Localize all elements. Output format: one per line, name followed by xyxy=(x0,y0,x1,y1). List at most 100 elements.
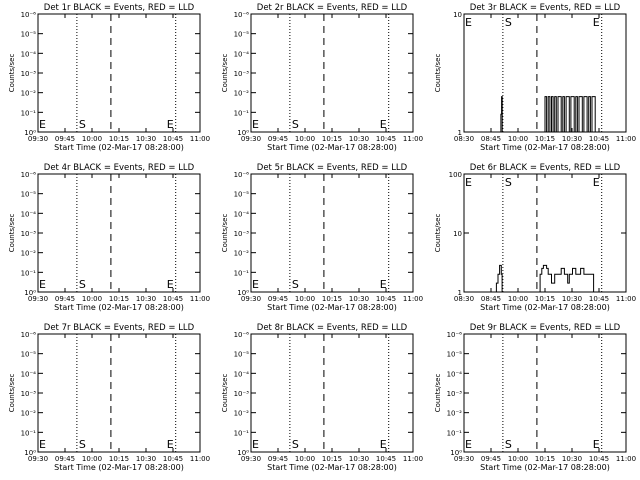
y-tick-label: 10⁻³ xyxy=(21,70,37,78)
y-tick-label: 10⁻² xyxy=(21,410,37,418)
x-tick-label: 09:30 xyxy=(241,295,261,303)
x-axis-title: Start Time (02-Mar-17 08:28:00) xyxy=(54,463,184,472)
y-tick-label: 10⁻¹ xyxy=(447,429,463,437)
x-tick-label: 10:45 xyxy=(589,455,609,463)
end-marker: E xyxy=(380,438,387,451)
left-end-marker: E xyxy=(252,118,259,131)
x-tick-label: 09:30 xyxy=(28,295,48,303)
x-tick-label: 09:30 xyxy=(241,135,261,143)
start-marker: S xyxy=(79,278,86,291)
panel-title: Det 2r BLACK = Events, RED = LLD xyxy=(257,3,408,13)
y-tick-label: 10⁻² xyxy=(447,410,463,418)
y-tick-label: 10⁻⁵ xyxy=(21,351,37,359)
y-tick-label: 10⁰ xyxy=(450,449,462,457)
y-tick-label: 10⁰ xyxy=(24,129,36,137)
y-tick-label: 100 xyxy=(449,171,462,179)
x-axis-title: Start Time (02-Mar-17 08:28:00) xyxy=(267,463,397,472)
panel-det-8r: Det 8r BLACK = Events, RED = LLD 10⁰ 10⁻¹ 1… xyxy=(221,323,423,472)
x-tick-label: 10:45 xyxy=(163,455,183,463)
plot-frame xyxy=(37,333,201,453)
x-tick-label: 10:00 xyxy=(82,295,102,303)
left-end-marker: E xyxy=(465,176,472,189)
x-tick-label: 10:30 xyxy=(349,455,369,463)
x-tick-label: 10:45 xyxy=(376,455,396,463)
y-tick-label: 10⁻⁶ xyxy=(447,331,463,339)
end-marker: E xyxy=(167,438,174,451)
y-tick-label: 10 xyxy=(453,230,462,238)
x-tick-label: 09:30 xyxy=(28,455,48,463)
x-tick-label: 08:30 xyxy=(454,295,474,303)
panel-det-2r: Det 2r BLACK = Events, RED = LLD 10⁰ 10⁻¹ 1… xyxy=(221,3,423,152)
y-tick-label: 10⁻³ xyxy=(21,230,37,238)
end-marker: E xyxy=(380,118,387,131)
x-axis-title: Start Time (02-Mar-17 08:28:00) xyxy=(267,303,397,312)
x-tick-label: 10:00 xyxy=(508,135,528,143)
x-tick-label: 09:30 xyxy=(454,455,474,463)
plot-frame xyxy=(250,173,414,293)
y-tick-label: 10⁻¹ xyxy=(21,269,37,277)
y-tick-label: 10⁰ xyxy=(237,289,249,297)
x-tick-label: 09:45 xyxy=(55,455,75,463)
y-tick-label: 10⁰ xyxy=(24,449,36,457)
x-tick-label: 10:30 xyxy=(562,455,582,463)
x-tick-label: 11:00 xyxy=(616,135,636,143)
y-tick-label: 10⁻³ xyxy=(447,390,463,398)
y-tick-label: 10⁻⁶ xyxy=(234,331,250,339)
x-tick-label: 08:45 xyxy=(481,135,501,143)
y-tick-label: 10⁻¹ xyxy=(234,109,250,117)
x-tick-label: 10:15 xyxy=(322,455,342,463)
y-tick-label: 10⁻³ xyxy=(234,70,250,78)
start-marker: S xyxy=(292,438,299,451)
y-tick-label: 10⁻⁶ xyxy=(21,331,37,339)
end-marker: E xyxy=(593,438,600,451)
events-series-line xyxy=(464,264,626,293)
panel-det-7r: Det 7r BLACK = Events, RED = LLD 10⁰ 10⁻¹ 1… xyxy=(8,323,210,472)
x-tick-label: 11:00 xyxy=(403,455,423,463)
x-tick-label: 11:00 xyxy=(403,295,423,303)
x-axis-title: Start Time (02-Mar-17 08:28:00) xyxy=(54,303,184,312)
y-tick-label: 10⁻¹ xyxy=(234,429,250,437)
y-axis-title: Counts/sec xyxy=(8,374,16,413)
x-tick-label: 10:30 xyxy=(136,455,156,463)
y-tick-label: 10 xyxy=(453,11,462,19)
x-tick-label: 09:45 xyxy=(268,135,288,143)
x-tick-label: 09:45 xyxy=(481,455,501,463)
x-tick-label: 10:15 xyxy=(535,135,555,143)
x-axis-title: Start Time (02-Mar-17 08:28:00) xyxy=(54,143,184,152)
x-tick-label: 10:15 xyxy=(322,295,342,303)
left-end-marker: E xyxy=(39,118,46,131)
plot-frame xyxy=(37,173,201,293)
left-end-marker: E xyxy=(39,278,46,291)
y-tick-label: 10⁻⁴ xyxy=(21,50,37,58)
y-tick-label: 10⁻⁵ xyxy=(234,31,250,39)
x-tick-label: 10:15 xyxy=(109,295,129,303)
x-tick-label: 10:00 xyxy=(295,295,315,303)
panel-det-1r: Det 1r BLACK = Events, RED = LLD 10⁰ 10⁻¹ 1… xyxy=(8,3,210,152)
plot-frame xyxy=(37,13,201,133)
y-tick-label: 10⁻⁶ xyxy=(21,11,37,19)
x-tick-label: 10:15 xyxy=(535,455,555,463)
y-tick-label: 10⁻⁴ xyxy=(234,210,250,218)
y-axis-title: Counts/sec xyxy=(221,374,229,413)
y-tick-label: 10⁻² xyxy=(234,250,250,258)
x-tick-label: 11:00 xyxy=(190,135,210,143)
start-marker: S xyxy=(79,118,86,131)
y-tick-label: 10⁻⁵ xyxy=(234,351,250,359)
y-axis-title: Counts/sec xyxy=(221,54,229,93)
x-tick-label: 10:30 xyxy=(349,135,369,143)
y-tick-label: 10⁻⁴ xyxy=(447,370,463,378)
x-tick-label: 10:30 xyxy=(562,295,582,303)
x-tick-label: 09:45 xyxy=(55,135,75,143)
y-tick-label: 10⁻¹ xyxy=(21,429,37,437)
y-tick-label: 10⁻³ xyxy=(21,390,37,398)
y-tick-label: 10⁻³ xyxy=(234,230,250,238)
end-marker: E xyxy=(167,118,174,131)
start-marker: S xyxy=(505,438,512,451)
start-marker: S xyxy=(292,118,299,131)
y-axis-title: Counts/sec xyxy=(221,214,229,253)
x-tick-label: 10:00 xyxy=(295,455,315,463)
end-marker: E xyxy=(593,16,600,29)
panel-det-6r: Det 6r BLACK = Events, RED = LLD 1 10 100 08… xyxy=(434,163,636,312)
x-tick-label: 10:00 xyxy=(508,295,528,303)
